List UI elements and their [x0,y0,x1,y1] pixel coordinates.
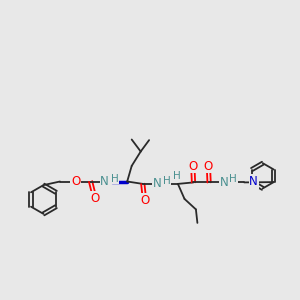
Text: N: N [153,177,162,190]
Text: O: O [188,160,197,173]
Text: H: H [163,176,171,186]
Text: N: N [220,176,229,189]
Text: N: N [100,175,109,188]
Text: H: H [172,171,180,182]
Text: O: O [140,194,149,207]
Text: H: H [111,173,119,184]
Text: O: O [91,192,100,205]
Text: O: O [71,175,80,188]
Text: O: O [204,160,213,173]
Text: H: H [229,174,237,184]
Text: N: N [249,175,258,188]
